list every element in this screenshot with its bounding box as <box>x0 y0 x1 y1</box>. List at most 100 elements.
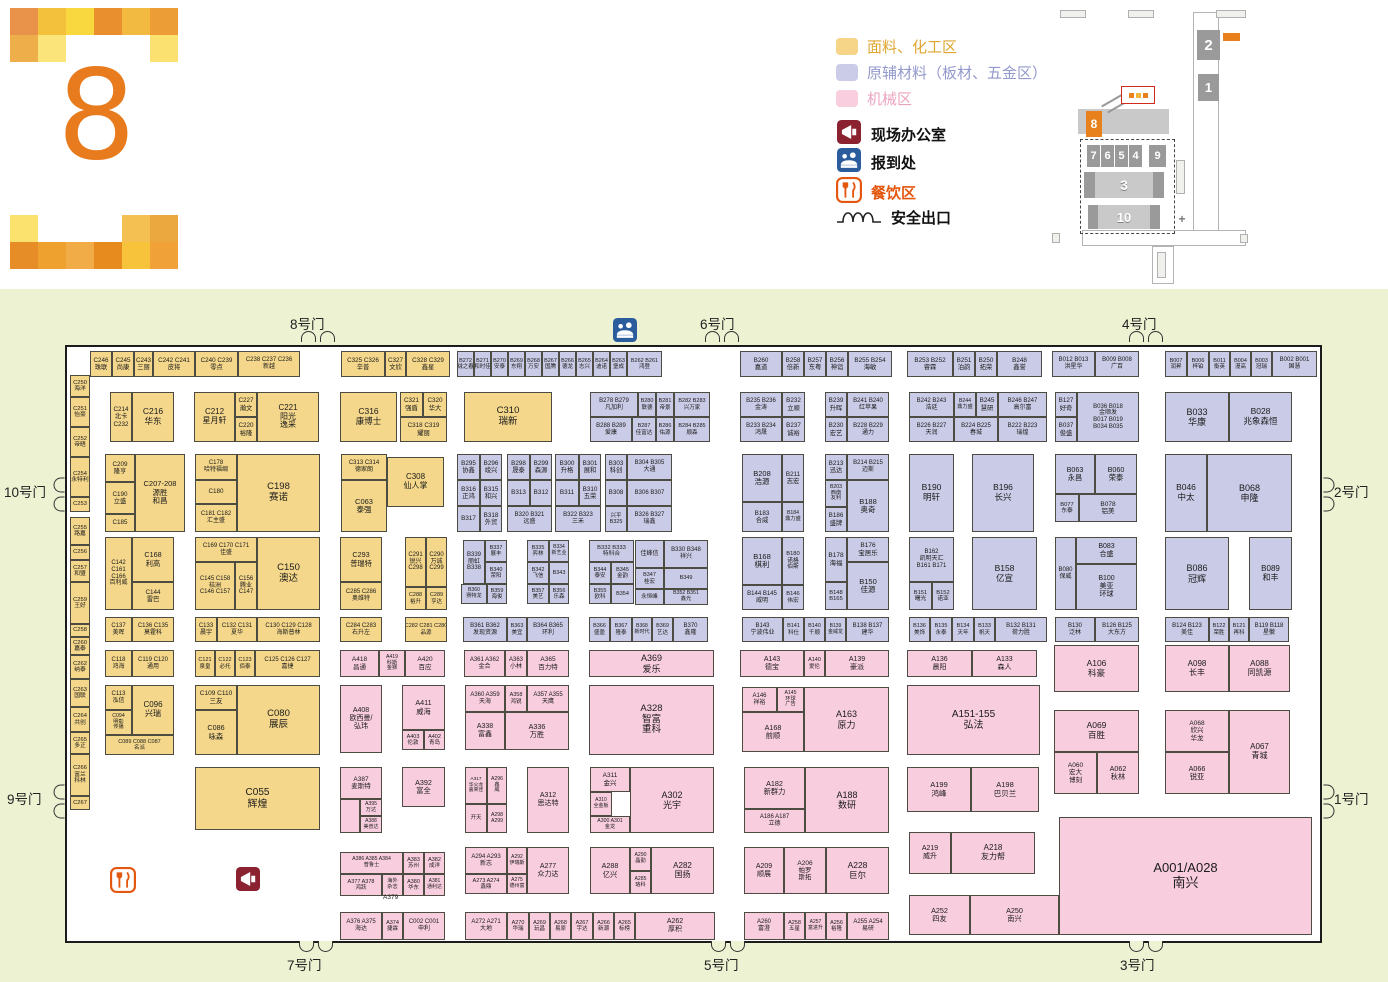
booth-永恒峰: 永恒峰 <box>635 589 664 605</box>
minimap-hall-+: + <box>1178 212 1186 226</box>
gate-door-8 <box>298 331 338 342</box>
booth-B284 B285: B284 B285 顺森 <box>674 417 710 442</box>
booth-label: B282 B283 <box>678 398 706 405</box>
logo-square <box>150 8 178 35</box>
booth-B130: B130 泛林 <box>1055 617 1095 642</box>
booth-label: B300 <box>559 459 575 467</box>
booth-label: 华火龙 <box>468 782 484 788</box>
booth-A292: A292 伊瑞斯 <box>507 847 527 874</box>
booth-label: A267 <box>575 919 589 926</box>
booth-label: 漫高 <box>1234 364 1246 370</box>
booth-B368: B368 新时代 <box>632 617 652 642</box>
booth-B213: B213 迅达 <box>825 454 847 480</box>
booth-label: A001/A028 <box>1153 860 1218 876</box>
booth-label: B139 <box>829 622 842 629</box>
booth-label: A272 A271 <box>471 919 501 926</box>
booth-B133: B133 帆天 <box>974 617 995 642</box>
booth-label: 富进升 <box>807 925 823 931</box>
legend-label: 餐饮区 <box>871 185 917 202</box>
booth-label: B311 <box>559 489 575 497</box>
booth-label: B287 <box>637 423 651 430</box>
booth-label: 晶勤 <box>635 858 646 864</box>
booth-label: 斯拓 <box>798 874 812 882</box>
legend-item: 原辅材料（板材、五金区） <box>836 62 1047 83</box>
booth-label: C125 C126 C127 <box>264 656 311 663</box>
booth-C321: C321 强盾 <box>400 392 423 417</box>
booth-label: 鼎力盛 <box>785 516 801 522</box>
booth-B196: B196 长兴 <box>972 454 1034 532</box>
booth-C243: C243 三丽 <box>134 351 153 377</box>
logo-square <box>66 242 94 269</box>
booth-label: 阳光 <box>280 411 296 421</box>
booth-label: 发现资源 <box>472 629 497 636</box>
booth-label: B132 B131 <box>1006 622 1036 629</box>
booth-C144: C144 雷巴 <box>132 582 174 610</box>
booth-label: 迅达 <box>829 467 843 474</box>
booth-label: 威明 <box>755 597 768 604</box>
booth-label: A292 <box>511 853 523 860</box>
booth-label: 德州富 <box>509 883 525 889</box>
booth-label: 佑源 <box>659 429 671 436</box>
booth-label: A300 A301 <box>597 817 623 824</box>
booth-B151: B151 曙光 <box>909 582 932 610</box>
booth-label: B144 B145 <box>747 590 777 597</box>
booth-label: 普瑞特 <box>350 558 372 568</box>
booth-label: C190 <box>112 490 128 498</box>
booth-label: 鑫誉 <box>1013 364 1026 371</box>
booth-label: 保威 <box>1059 573 1072 580</box>
booth-label: C147 <box>238 589 254 596</box>
booth-A294 A293: A294 A293 新志 <box>465 847 507 874</box>
booth-海外: 海外 杂志 <box>382 874 403 896</box>
booth-B132 B131: B132 B131 荷力胜 <box>995 617 1047 642</box>
booth-B224 B225: B224 B225 春城 <box>954 417 998 442</box>
booth-label: 帝晤 <box>74 442 86 448</box>
booth-label: A302 <box>661 789 683 800</box>
booth-label: 数研 <box>837 800 856 810</box>
booth-label: 汇主盛 <box>206 518 225 524</box>
booth-label: 金兴 <box>603 779 617 787</box>
booth-C266: C266 富兰 科林 <box>70 754 90 796</box>
booth-label: B028 <box>1250 406 1271 417</box>
booth-label: A311 <box>602 772 618 780</box>
booth-label: 万胜 <box>529 730 545 739</box>
booth-label: A298 <box>490 811 504 818</box>
booth-C136 C135: C136 C135 莫霍科 <box>132 617 174 642</box>
booth-C086: C086 咏森 <box>195 710 237 755</box>
booth-label: A392 <box>415 777 432 787</box>
booth-B036 B018: B036 B018 金顺发 B017 B019 B034 B035 <box>1077 392 1139 442</box>
booth-B089: B089 和丰 <box>1249 537 1292 610</box>
booth-B046: B046 中太 <box>1165 454 1207 532</box>
booth-label: A290 <box>634 852 647 859</box>
booth-B250: B250 拓荣 <box>975 351 997 377</box>
booth-A088: A088 同凯源 <box>1229 645 1290 692</box>
legend-swatch-dfa630 <box>836 38 858 55</box>
booth-label: C259 <box>73 596 87 603</box>
booth-label: A270 <box>511 919 525 926</box>
booth-label: 威海 <box>416 706 431 716</box>
booth-label: 宁波伟业 <box>750 629 775 636</box>
booth-B258: B258 倍新 <box>782 351 804 377</box>
booth-label: B208 <box>753 468 771 478</box>
booth-A270: A270 华瑞 <box>507 912 529 940</box>
booth-B080: B080 保威 <box>1055 537 1076 610</box>
booth-A250: A250 南兴 <box>970 895 1059 935</box>
booth-B011: B011 衡英 <box>1209 351 1230 377</box>
booth-B086: B086 冠辉 <box>1165 537 1229 610</box>
booth-B136: B136 美饰 <box>909 617 930 642</box>
booth-label: 共创 <box>74 719 86 726</box>
booth-label: C299 <box>429 565 444 572</box>
booth-label: B330 B348 <box>671 547 701 554</box>
booth-label: B078 <box>1100 500 1116 508</box>
booth-label: 好奇 <box>1059 404 1073 412</box>
booth-label: C130 C129 C128 <box>265 622 312 629</box>
booth-label: B266 <box>561 357 574 364</box>
booth-B077: B077 东泰 <box>1055 494 1079 522</box>
booth-label: C308 <box>405 472 426 482</box>
booth-B317: B317 <box>457 506 480 532</box>
booth-label: 华瑞 <box>512 926 524 932</box>
booth-label: C122 <box>218 657 232 664</box>
minimap-dark <box>1088 205 1098 229</box>
booth-label: 森人 <box>997 663 1012 671</box>
booth-A317: A317 华火龙 嘉荣佳 <box>465 767 487 804</box>
booth-B263: B263 堡成 <box>610 351 627 377</box>
